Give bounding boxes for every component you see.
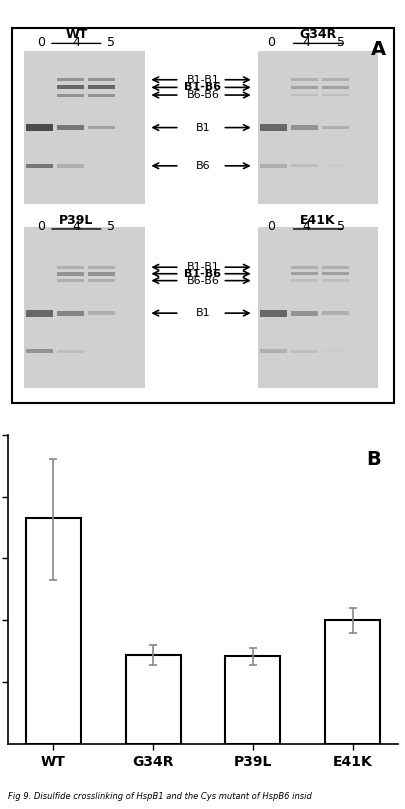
Bar: [57, 94, 84, 96]
Bar: [57, 265, 84, 269]
Bar: [88, 86, 115, 89]
Bar: [88, 272, 115, 276]
Bar: [321, 265, 348, 269]
Text: 0: 0: [266, 220, 275, 233]
Text: B1: B1: [195, 123, 210, 133]
Bar: [321, 350, 348, 353]
Text: G34R: G34R: [298, 28, 336, 41]
Bar: [23, 227, 144, 388]
Bar: [225, 656, 280, 744]
Text: 0: 0: [266, 36, 275, 49]
Text: 5: 5: [337, 36, 345, 49]
Bar: [259, 349, 286, 354]
Text: 5: 5: [107, 36, 115, 49]
Text: 5: 5: [337, 220, 345, 233]
Bar: [57, 125, 84, 130]
FancyBboxPatch shape: [12, 28, 393, 403]
Text: B6-B6: B6-B6: [186, 276, 219, 286]
Text: WT: WT: [65, 28, 87, 41]
Bar: [125, 655, 180, 744]
Text: A: A: [370, 40, 385, 58]
Bar: [57, 164, 84, 167]
Bar: [290, 279, 317, 282]
Bar: [257, 227, 377, 388]
Bar: [290, 125, 317, 130]
Bar: [321, 164, 348, 167]
Bar: [321, 94, 348, 96]
Bar: [88, 311, 115, 315]
Bar: [88, 78, 115, 81]
Bar: [26, 518, 81, 744]
Bar: [290, 349, 317, 353]
Text: B1-B1: B1-B1: [186, 262, 219, 272]
Bar: [88, 265, 115, 269]
Bar: [57, 86, 84, 89]
Bar: [290, 164, 317, 167]
Bar: [257, 51, 377, 204]
Text: 4: 4: [72, 36, 80, 49]
Bar: [57, 279, 84, 282]
Bar: [290, 272, 317, 275]
Text: B: B: [366, 450, 381, 469]
Bar: [321, 279, 348, 282]
Bar: [290, 86, 317, 89]
Bar: [321, 78, 348, 81]
Text: B1-B1: B1-B1: [186, 74, 219, 85]
Bar: [290, 78, 317, 81]
Bar: [321, 125, 348, 129]
Bar: [290, 311, 317, 316]
Bar: [324, 621, 379, 744]
Text: 0: 0: [37, 220, 45, 233]
Text: 4: 4: [72, 220, 80, 233]
Text: B1: B1: [195, 308, 210, 318]
Bar: [88, 94, 115, 96]
Text: B6: B6: [195, 161, 210, 171]
Bar: [290, 265, 317, 269]
Text: P39L: P39L: [59, 214, 93, 227]
Text: B1-B6: B1-B6: [184, 269, 221, 279]
Bar: [259, 310, 286, 316]
Bar: [321, 86, 348, 89]
Bar: [321, 272, 348, 275]
Bar: [57, 311, 84, 316]
Text: E41K: E41K: [299, 214, 335, 227]
Text: B6-B6: B6-B6: [186, 90, 219, 100]
Bar: [57, 349, 84, 353]
Bar: [88, 125, 115, 129]
Text: B1-B6: B1-B6: [184, 83, 221, 92]
Bar: [321, 311, 348, 315]
Bar: [57, 78, 84, 81]
Bar: [26, 124, 53, 131]
Bar: [23, 51, 144, 204]
Bar: [57, 272, 84, 276]
Bar: [259, 124, 286, 131]
Bar: [26, 310, 53, 316]
Text: Fig 9. Disulfide crosslinking of HspB1 and the Cys mutant of HspB6 insid: Fig 9. Disulfide crosslinking of HspB1 a…: [8, 792, 311, 801]
Text: 4: 4: [302, 36, 309, 49]
Text: 5: 5: [107, 220, 115, 233]
Bar: [259, 164, 286, 167]
Bar: [26, 163, 53, 168]
Text: 4: 4: [302, 220, 309, 233]
Bar: [26, 349, 53, 354]
Bar: [88, 279, 115, 282]
Text: 0: 0: [37, 36, 45, 49]
Bar: [290, 94, 317, 96]
